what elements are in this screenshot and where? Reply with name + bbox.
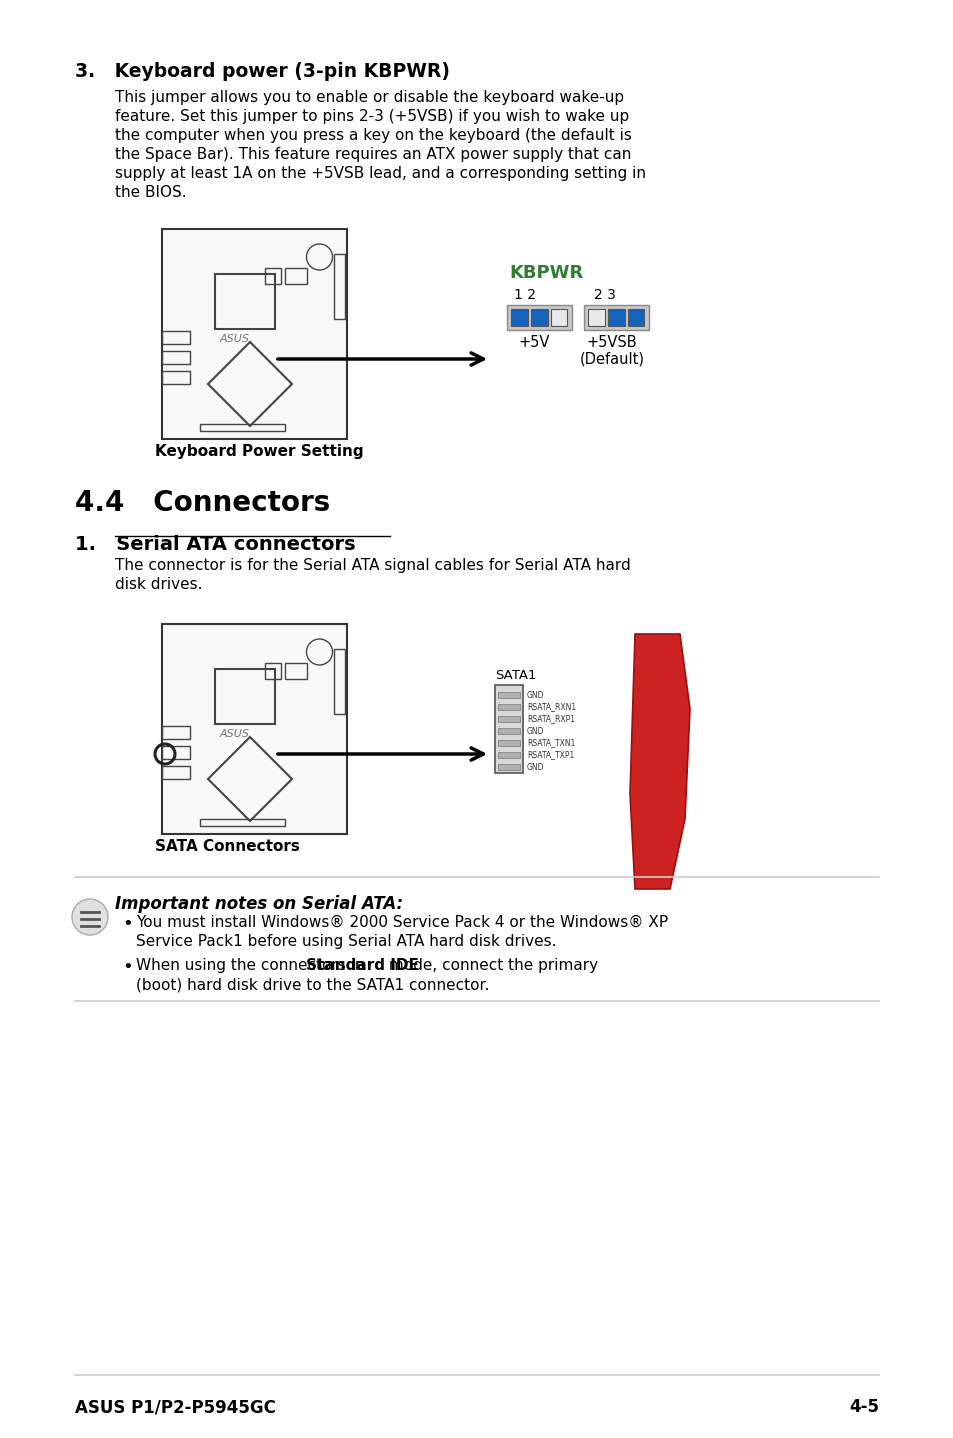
Text: 2 3: 2 3	[594, 288, 616, 302]
Text: This jumper allows you to enable or disable the keyboard wake-up: This jumper allows you to enable or disa…	[115, 91, 623, 105]
Text: RSATA_RXN1: RSATA_RXN1	[526, 703, 576, 712]
Bar	[214, 669, 274, 723]
Bar	[285, 663, 307, 679]
Bar	[162, 746, 191, 759]
Bar	[162, 766, 191, 779]
Text: The connector is for the Serial ATA signal cables for Serial ATA hard: The connector is for the Serial ATA sign…	[115, 558, 630, 572]
Bar	[214, 275, 274, 329]
Text: ASUS: ASUS	[220, 334, 250, 344]
Bar	[531, 309, 547, 326]
Bar	[265, 267, 281, 283]
Text: GND: GND	[526, 726, 544, 735]
Bar	[285, 267, 307, 283]
Text: feature. Set this jumper to pins 2-3 (+5VSB) if you wish to wake up: feature. Set this jumper to pins 2-3 (+5…	[115, 109, 629, 124]
Text: the computer when you press a key on the keyboard (the default is: the computer when you press a key on the…	[115, 128, 631, 142]
Bar	[627, 309, 644, 326]
Text: 1 2: 1 2	[514, 288, 536, 302]
Text: When using the connectors in: When using the connectors in	[136, 958, 369, 974]
Text: SATA1: SATA1	[495, 669, 536, 682]
Text: Important notes on Serial ATA:: Important notes on Serial ATA:	[115, 894, 403, 913]
Text: the BIOS.: the BIOS.	[115, 186, 187, 200]
Text: supply at least 1A on the +5VSB lead, and a corresponding setting in: supply at least 1A on the +5VSB lead, an…	[115, 165, 645, 181]
Text: RSATA_TXN1: RSATA_TXN1	[526, 739, 575, 748]
Bar	[497, 705, 519, 710]
Bar	[506, 305, 571, 331]
Bar	[162, 331, 191, 344]
Bar	[511, 309, 527, 326]
Bar	[497, 692, 519, 697]
Text: GND: GND	[526, 762, 544, 772]
Text: Service Pack1 before using Serial ATA hard disk drives.: Service Pack1 before using Serial ATA ha…	[136, 935, 556, 949]
Text: Keyboard Power Setting: Keyboard Power Setting	[154, 444, 363, 459]
Text: GND: GND	[526, 690, 544, 699]
Text: the Space Bar). This feature requires an ATX power supply that can: the Space Bar). This feature requires an…	[115, 147, 631, 162]
Bar	[588, 309, 604, 326]
Text: 4-5: 4-5	[848, 1398, 878, 1416]
Bar	[551, 309, 567, 326]
Text: 3.   Keyboard power (3-pin KBPWR): 3. Keyboard power (3-pin KBPWR)	[75, 62, 450, 81]
Text: 4.4   Connectors: 4.4 Connectors	[75, 489, 330, 518]
Bar	[497, 728, 519, 733]
Bar	[335, 649, 345, 715]
Text: KBPWR: KBPWR	[509, 265, 583, 282]
Text: disk drives.: disk drives.	[115, 577, 202, 592]
Polygon shape	[629, 634, 689, 889]
Bar	[497, 741, 519, 746]
Bar	[200, 820, 285, 825]
Bar	[162, 726, 191, 739]
Bar	[497, 752, 519, 758]
Circle shape	[71, 899, 108, 935]
Bar	[497, 716, 519, 722]
Bar	[200, 424, 285, 431]
Bar	[265, 663, 281, 679]
Bar	[335, 255, 345, 319]
Text: 1.   Serial ATA connectors: 1. Serial ATA connectors	[75, 535, 355, 554]
Bar	[608, 309, 624, 326]
Text: RSATA_RXP1: RSATA_RXP1	[526, 715, 575, 723]
Bar	[162, 229, 347, 439]
Bar	[495, 684, 522, 774]
Bar	[497, 764, 519, 769]
Text: +5V: +5V	[517, 335, 549, 349]
Bar	[583, 305, 648, 331]
Text: +5VSB: +5VSB	[586, 335, 637, 349]
Text: ASUS: ASUS	[220, 729, 250, 739]
Bar	[162, 624, 347, 834]
Text: RSATA_TXP1: RSATA_TXP1	[526, 751, 574, 759]
Text: (Default): (Default)	[578, 352, 644, 367]
Bar	[162, 371, 191, 384]
Text: (boot) hard disk drive to the SATA1 connector.: (boot) hard disk drive to the SATA1 conn…	[136, 976, 489, 992]
Text: •: •	[122, 915, 132, 933]
Bar	[162, 351, 191, 364]
Text: ASUS P1/P2-P5945GC: ASUS P1/P2-P5945GC	[75, 1398, 275, 1416]
Text: You must install Windows® 2000 Service Pack 4 or the Windows® XP: You must install Windows® 2000 Service P…	[136, 915, 667, 930]
Text: Standard IDE: Standard IDE	[305, 958, 418, 974]
Text: mode, connect the primary: mode, connect the primary	[383, 958, 598, 974]
Text: SATA Connectors: SATA Connectors	[154, 838, 299, 854]
Text: •: •	[122, 958, 132, 976]
